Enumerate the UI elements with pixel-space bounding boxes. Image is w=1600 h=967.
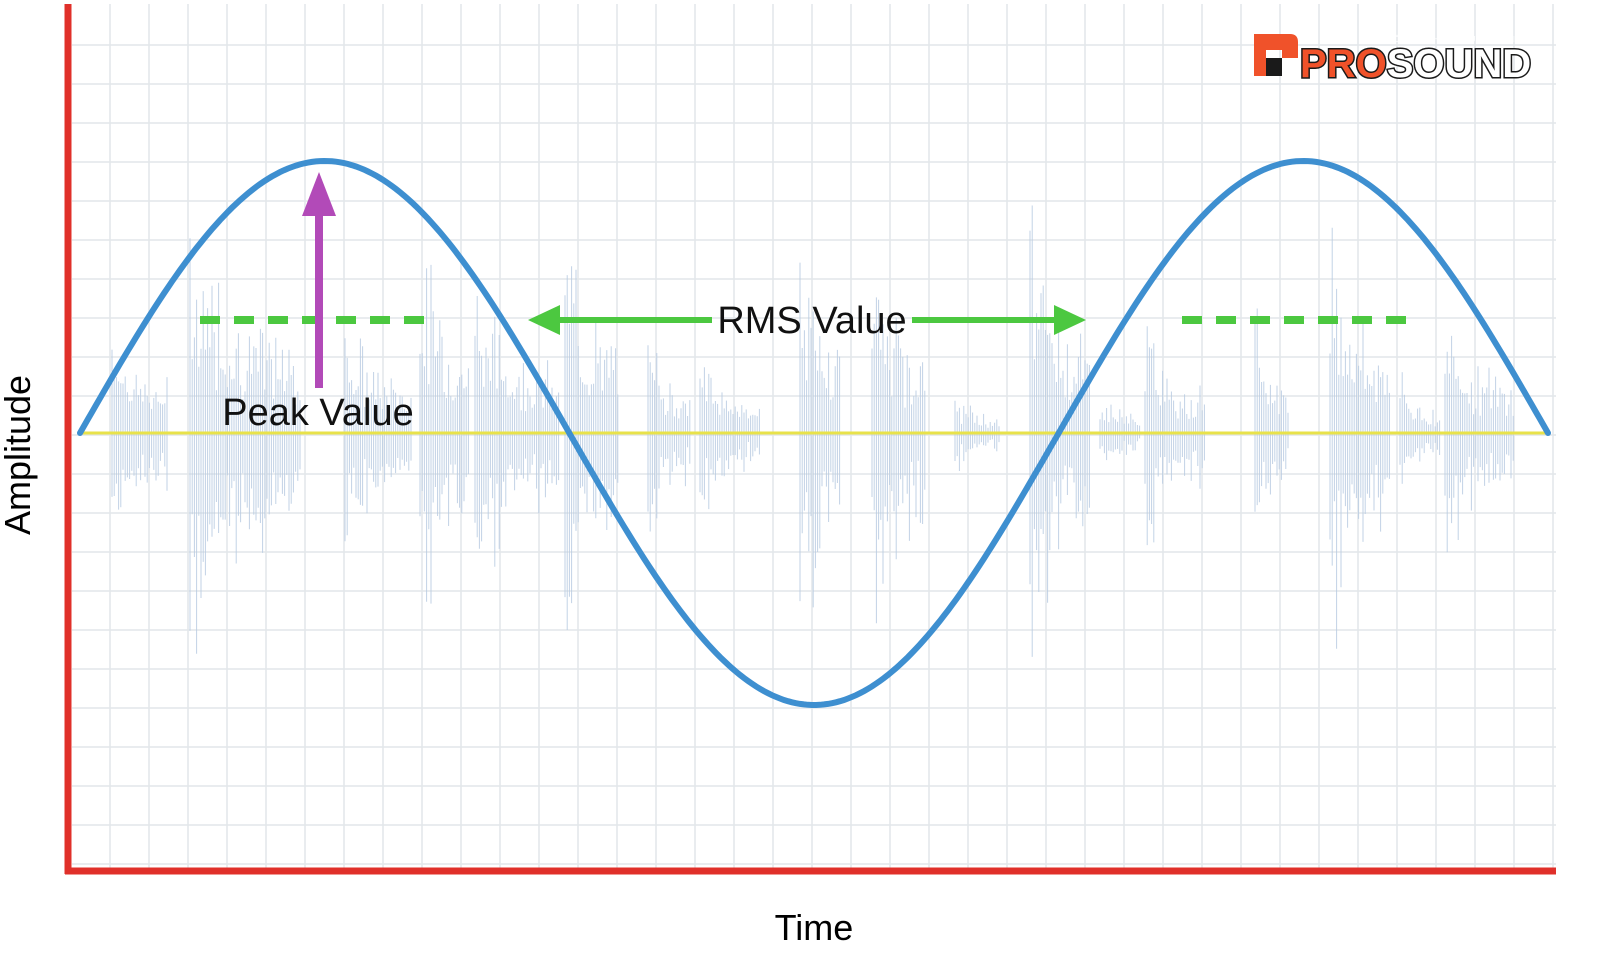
peak-value-label: Peak Value xyxy=(222,392,414,434)
arrow-left-icon xyxy=(528,305,560,335)
y-axis-title: Amplitude xyxy=(0,375,38,535)
background-grid xyxy=(72,4,1556,868)
prosound-logo-icon xyxy=(1254,34,1298,76)
rms-value-label: RMS Value xyxy=(717,300,906,342)
peak-arrow xyxy=(302,172,336,388)
peak-arrow-shaft xyxy=(315,210,323,388)
logo-word-pro: PRO xyxy=(1300,42,1387,86)
svg-text:PROSOUND: PROSOUND xyxy=(1300,42,1531,86)
rms-arrow xyxy=(528,305,1086,335)
arrow-up-icon xyxy=(302,172,336,216)
audio-waveform xyxy=(111,205,1514,657)
prosound-logo: HỆ THỐNG ÂM THANH CHUYÊN NGHIỆP PROSOUND xyxy=(1254,34,1533,88)
logo-tagline: HỆ THỐNG ÂM THANH CHUYÊN NGHIỆP xyxy=(1370,34,1525,44)
arrow-right-icon xyxy=(1054,305,1086,335)
logo-word-sound: SOUND xyxy=(1387,42,1531,86)
sine-wave xyxy=(77,157,1551,708)
x-axis-title: Time xyxy=(775,907,854,948)
